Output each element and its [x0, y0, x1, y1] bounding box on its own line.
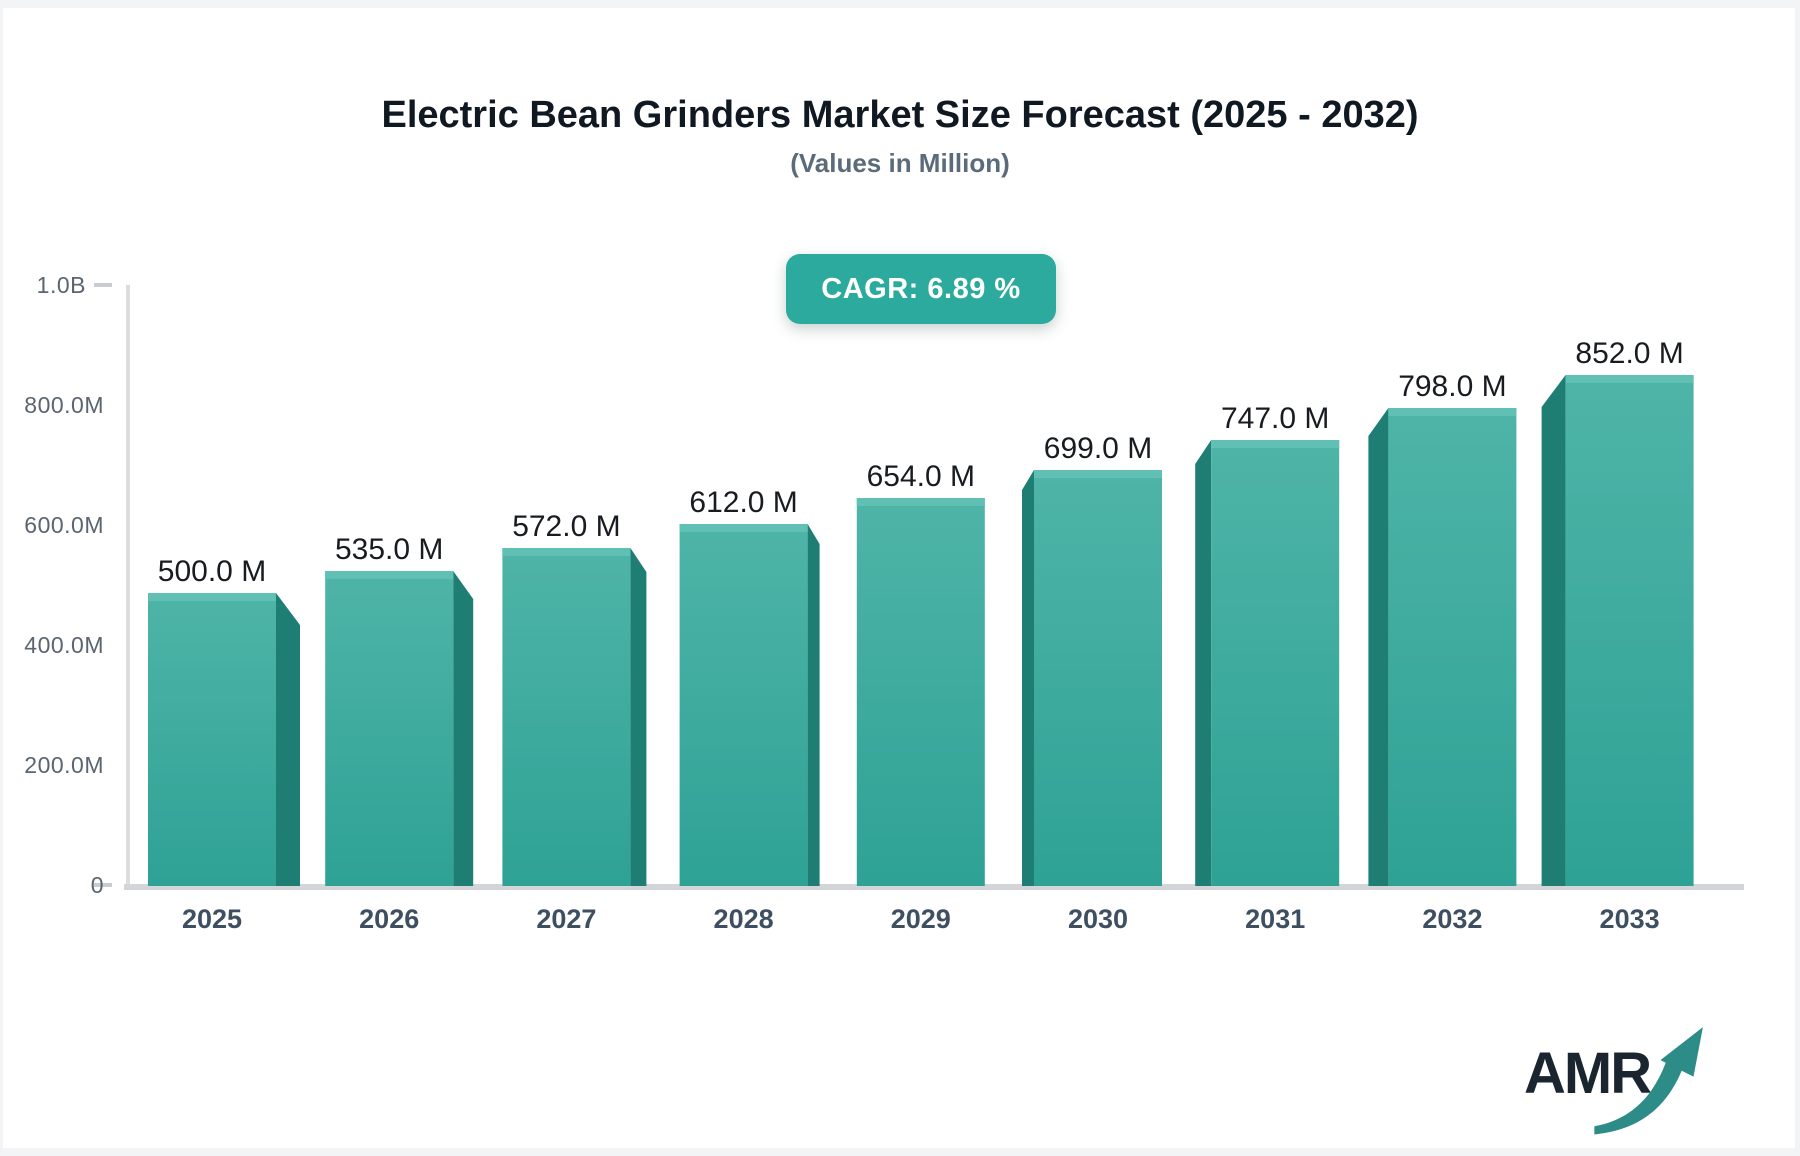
y-axis-label: 1.0B [37, 272, 86, 298]
y-axis-label: 200.0M [24, 752, 104, 778]
bar-top-bevel-2030 [1034, 470, 1162, 478]
y-axis-label: 600.0M [24, 512, 104, 538]
cagr-badge: CAGR: 6.89 % [786, 254, 1056, 324]
x-axis-label: 2029 [891, 904, 951, 934]
bar-2032 [1388, 408, 1517, 886]
bar-side-2030 [1022, 470, 1034, 886]
bar-top-bevel-2028 [679, 524, 808, 532]
bar-value-label: 654.0 M [867, 460, 975, 493]
bar-side-2033 [1541, 375, 1566, 886]
y-axis-label: 400.0M [24, 632, 104, 658]
bar-value-label: 798.0 M [1398, 370, 1506, 403]
bar-side-2025 [276, 593, 300, 886]
bar-value-label: 699.0 M [1044, 432, 1152, 465]
bar-2033 [1565, 375, 1694, 886]
bar-side-2026 [453, 571, 474, 886]
bar-value-label: 747.0 M [1221, 402, 1329, 435]
amr-logo-text: AMR [1524, 1041, 1652, 1106]
bar-top-bevel-2033 [1565, 375, 1694, 383]
bar-top-bevel-2025 [148, 593, 276, 601]
x-axis-label: 2032 [1422, 904, 1482, 934]
bar-value-label: 535.0 M [335, 533, 443, 566]
bar-2027 [502, 548, 631, 886]
bar-side-2028 [807, 524, 820, 886]
x-axis-label: 2025 [182, 904, 242, 934]
bar-value-label: 572.0 M [512, 510, 620, 543]
bar-top-bevel-2032 [1388, 408, 1517, 416]
bar-side-2027 [630, 548, 647, 886]
bar-value-label: 612.0 M [689, 486, 797, 519]
bar-side-2031 [1195, 440, 1212, 886]
bar-top-bevel-2029 [856, 498, 985, 506]
bar-value-label: 852.0 M [1575, 337, 1683, 370]
bar-side-2032 [1368, 408, 1389, 886]
bar-2030 [1034, 470, 1162, 886]
chart-title: Electric Bean Grinders Market Size Forec… [381, 94, 1419, 136]
x-axis-label: 2027 [536, 904, 596, 934]
bar-top-bevel-2026 [325, 571, 454, 579]
amr-logo: AMR [1524, 1027, 1724, 1142]
bar-top-bevel-2031 [1211, 440, 1340, 448]
y-axis-tick [94, 883, 112, 887]
bar-2026 [325, 571, 454, 886]
growth-arrow-icon [1594, 1027, 1703, 1135]
x-axis-label: 2031 [1245, 904, 1305, 934]
x-axis-label: 2030 [1068, 904, 1128, 934]
bar-2028 [679, 524, 808, 886]
bar-2031 [1211, 440, 1340, 886]
bar-2025 [148, 593, 276, 886]
y-axis-line [126, 285, 130, 885]
y-axis-label: 0 [91, 872, 104, 898]
y-axis-tick [94, 283, 112, 287]
x-axis-label: 2026 [359, 904, 419, 934]
x-axis-baseline [124, 884, 1744, 890]
x-axis-label: 2028 [714, 904, 774, 934]
bar-2029 [856, 498, 985, 886]
y-axis-label: 800.0M [24, 392, 104, 418]
bar-top-bevel-2027 [502, 548, 631, 556]
x-axis-label: 2033 [1600, 904, 1660, 934]
bar-value-label: 500.0 M [158, 555, 266, 588]
chart-subtitle: (Values in Million) [790, 148, 1010, 178]
